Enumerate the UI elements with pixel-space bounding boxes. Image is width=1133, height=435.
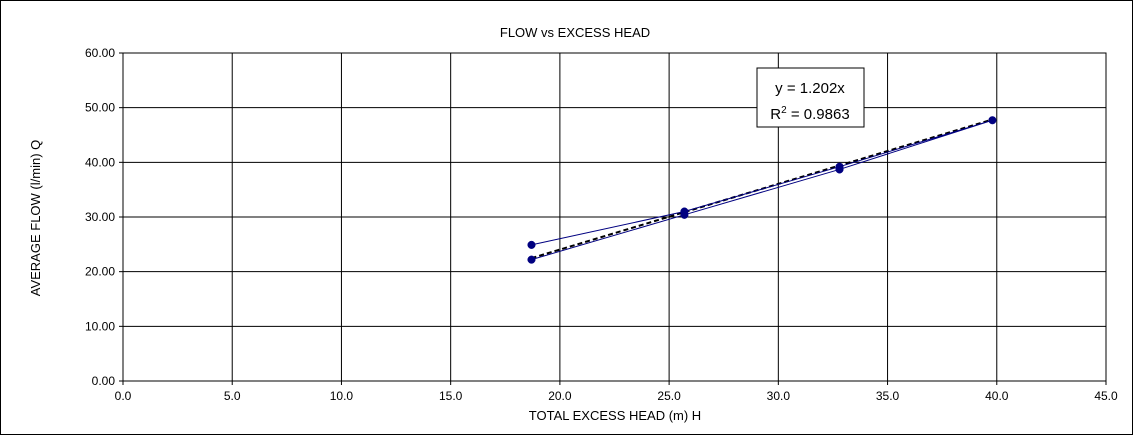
x-axis-title: TOTAL EXCESS HEAD (m) H: [529, 408, 701, 423]
y-tick-label: 60.00: [85, 46, 115, 60]
y-axis-title: AVERAGE FLOW (l/min) Q: [28, 140, 43, 297]
x-tick-label: 35.0: [876, 389, 900, 403]
axis-ticks: 0.0 5.0 10.0 15.0 20.0 25.0 30.0 35.0 40.0 45.0 0.…: [85, 46, 1118, 403]
x-tick-label: 10.0: [330, 389, 354, 403]
x-tick-label: 30.0: [767, 389, 791, 403]
x-tick-label: 40.0: [985, 389, 1009, 403]
data-series: [527, 116, 997, 264]
y-tick-label: 10.00: [85, 319, 115, 333]
x-tick-label: 15.0: [439, 389, 463, 403]
x-tick-label: 0.0: [115, 389, 132, 403]
y-tick-label: 40.00: [85, 155, 115, 169]
data-point: [527, 240, 536, 249]
equation-box-border: [756, 67, 865, 128]
y-tick-label: 0.00: [92, 374, 116, 388]
data-point: [680, 210, 689, 219]
trendline-equation-box: y = 1.202x R2 = 0.9863: [756, 67, 865, 128]
data-point: [988, 116, 997, 125]
y-tick-label: 30.00: [85, 210, 115, 224]
data-point: [527, 255, 536, 264]
r-label: R: [770, 106, 781, 123]
data-point: [835, 165, 844, 174]
r-squared-label: R2 = 0.9863: [770, 105, 849, 123]
r-squared-value: = 0.9863: [787, 106, 850, 123]
y-tick-label: 50.00: [85, 101, 115, 115]
x-tick-label: 25.0: [657, 389, 681, 403]
x-tick-label: 20.0: [548, 389, 572, 403]
chart-title: FLOW vs EXCESS HEAD: [500, 25, 650, 40]
trendline-equation: y = 1.202x: [775, 80, 845, 97]
x-tick-label: 5.0: [224, 389, 241, 403]
x-tick-label: 45.0: [1094, 389, 1118, 403]
r-squared-superscript: 2: [781, 105, 787, 116]
y-tick-label: 20.00: [85, 265, 115, 279]
